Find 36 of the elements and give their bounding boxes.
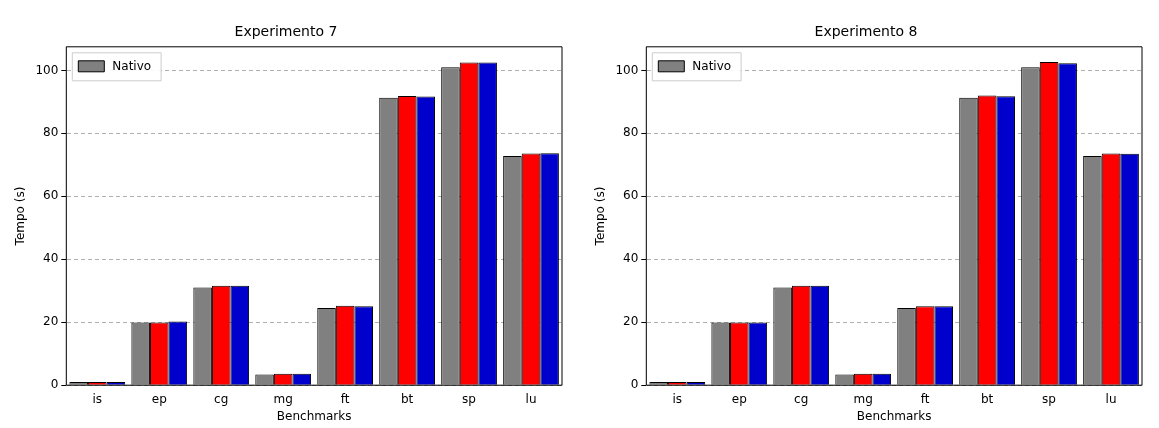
x-tick-label: ep xyxy=(151,391,167,406)
x-tick-label: cg xyxy=(214,391,229,406)
y-axis-title: Tempo (s) xyxy=(13,186,28,247)
legend-label: Nativo xyxy=(112,58,152,73)
y-tick-label: 0 xyxy=(50,377,59,392)
x-tick-label: bt xyxy=(980,391,994,406)
x-axis-title: Benchmarks xyxy=(276,408,352,423)
x-tick-label: ep xyxy=(731,391,747,406)
x-tick-label: bt xyxy=(400,391,414,406)
y-tick-label: 20 xyxy=(43,314,59,329)
x-tick-label: is xyxy=(672,391,683,406)
x-tick-label: lu xyxy=(1105,391,1117,406)
x-tick-label: ft xyxy=(920,391,930,406)
x-tick-label: cg xyxy=(794,391,809,406)
y-tick-label: 40 xyxy=(43,251,59,266)
chart-title: Experimento 8 xyxy=(814,23,918,40)
x-axis-title: Benchmarks xyxy=(856,408,932,423)
y-tick-label: 60 xyxy=(43,188,59,203)
y-axis-title: Tempo (s) xyxy=(593,186,608,247)
y-tick-label: 20 xyxy=(623,314,639,329)
chart-title: Experimento 7 xyxy=(234,23,338,40)
x-tick-label: sp xyxy=(462,391,476,406)
y-tick-label: 100 xyxy=(35,62,59,77)
legend-label: Nativo xyxy=(692,58,732,73)
x-tick-label: sp xyxy=(1042,391,1056,406)
y-tick-label: 0 xyxy=(630,377,639,392)
x-tick-label: mg xyxy=(273,391,293,406)
x-tick-label: mg xyxy=(853,391,873,406)
y-tick-label: 40 xyxy=(623,251,639,266)
x-tick-label: lu xyxy=(525,391,537,406)
x-tick-label: is xyxy=(92,391,103,406)
y-tick-label: 100 xyxy=(615,62,639,77)
y-tick-label: 80 xyxy=(623,125,639,140)
y-tick-label: 80 xyxy=(43,125,59,140)
y-tick-label: 60 xyxy=(623,188,639,203)
x-tick-label: ft xyxy=(340,391,350,406)
